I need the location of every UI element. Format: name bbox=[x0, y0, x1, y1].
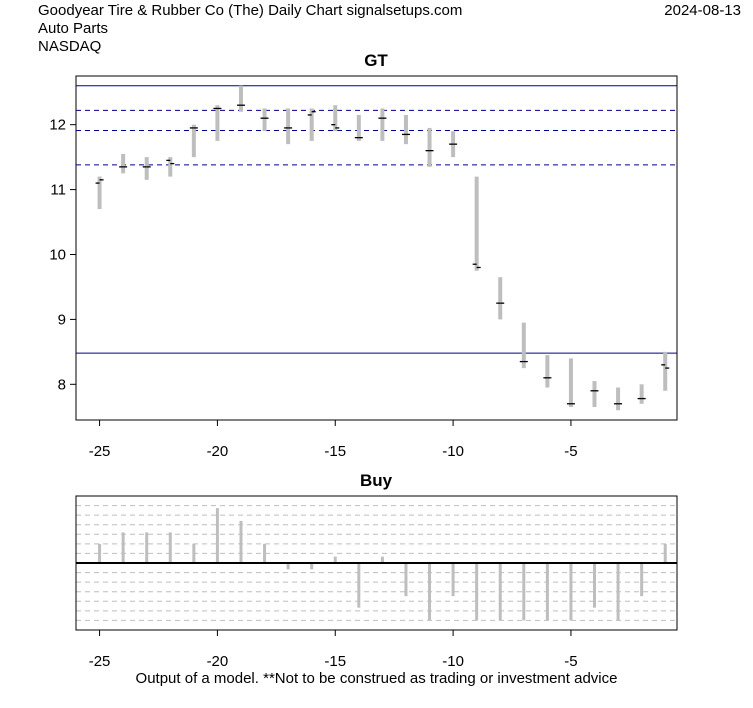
chart-date: 2024-08-13 bbox=[664, 2, 741, 19]
price-plot-frame bbox=[75, 75, 678, 421]
y-tick-label: 8 bbox=[58, 376, 66, 393]
price-panel: 8 9 10 11 12 -25 -20 -15 -10 -5 bbox=[49, 75, 678, 460]
y-tick-label: 9 bbox=[58, 311, 66, 328]
x-tick-label: -15 bbox=[324, 653, 346, 670]
main-chart-title: GT bbox=[364, 51, 388, 70]
signal-chart-title: Buy bbox=[360, 471, 393, 490]
x-tick-label: -10 bbox=[442, 653, 464, 670]
x-tick-label: -5 bbox=[564, 443, 577, 460]
signal-panel: -25 -20 -15 -10 -5 bbox=[75, 495, 678, 670]
x-tick-label: -15 bbox=[324, 443, 346, 460]
exchange-label: NASDAQ bbox=[38, 38, 102, 55]
x-tick-label: -25 bbox=[89, 653, 111, 670]
x-tick-label: -20 bbox=[207, 653, 229, 670]
x-tick-label: -5 bbox=[564, 653, 577, 670]
x-tick-label: -10 bbox=[442, 443, 464, 460]
y-tick-label: 12 bbox=[49, 117, 66, 134]
industry-label: Auto Parts bbox=[38, 20, 109, 37]
disclaimer-footer: Output of a model. **Not to be construed… bbox=[135, 670, 618, 687]
chart-header-title: Goodyear Tire & Rubber Co (The) Daily Ch… bbox=[38, 2, 463, 19]
x-tick-label: -20 bbox=[207, 443, 229, 460]
y-tick-label: 11 bbox=[50, 182, 66, 199]
y-tick-label: 10 bbox=[49, 246, 66, 263]
x-tick-label: -25 bbox=[89, 443, 111, 460]
